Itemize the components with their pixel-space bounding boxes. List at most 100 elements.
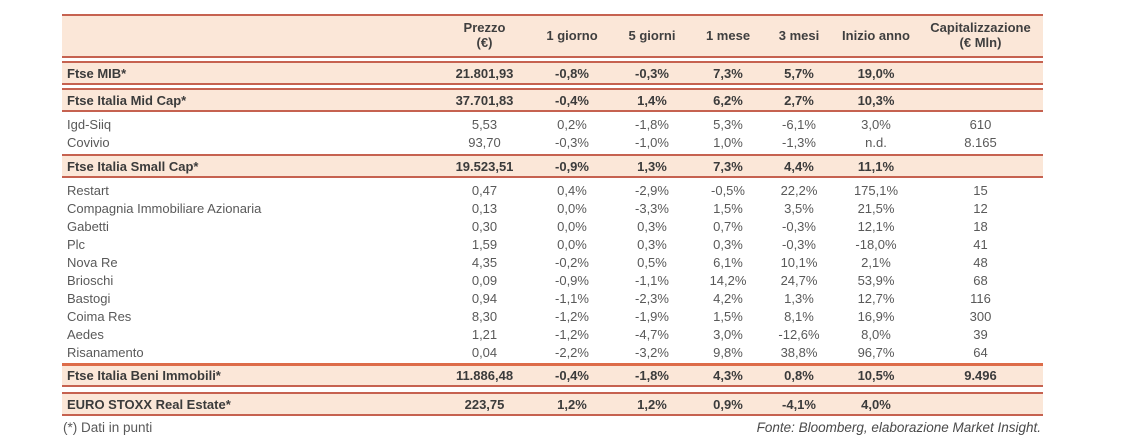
row-value: 1,3% bbox=[637, 158, 667, 174]
row-value: n.d. bbox=[865, 134, 887, 150]
row-value: 0,5% bbox=[637, 254, 667, 270]
row-name: Igd-Siiq bbox=[67, 116, 112, 132]
row-value: 68 bbox=[973, 272, 988, 288]
row-value: 1,3% bbox=[784, 290, 814, 306]
row-value: 4,35 bbox=[471, 254, 498, 270]
row-name: Nova Re bbox=[67, 254, 118, 270]
table-row: Risanamento 0,04 -2,2% -3,2% 9,8% 38,8% 96,7% 6… bbox=[62, 343, 1043, 361]
table-row: Ftse Italia Mid Cap* 37.701,83 -0,4% 1,4% 6,… bbox=[62, 88, 1043, 112]
row-value: 41 bbox=[973, 236, 988, 252]
row-name: Ftse Italia Small Cap* bbox=[67, 158, 199, 174]
row-value: 1,5% bbox=[713, 308, 743, 324]
table-row: Bastogi 0,94 -1,1% -2,3% 4,2% 1,3% 12,7% 116 bbox=[62, 289, 1043, 307]
row-name: Coima Res bbox=[67, 308, 132, 324]
row-value: 14,2% bbox=[709, 272, 747, 288]
row-value: 16,9% bbox=[857, 308, 895, 324]
row-value: -3,2% bbox=[635, 344, 669, 360]
row-value: -0,2% bbox=[555, 254, 589, 270]
row-value: 3,0% bbox=[713, 326, 743, 342]
row-value: 7,3% bbox=[713, 65, 743, 81]
row-value: 38,8% bbox=[780, 344, 818, 360]
table-row: Igd-Siiq 5,53 0,2% -1,8% 5,3% -6,1% 3,0% 610 bbox=[62, 115, 1043, 133]
table-row: Brioschi 0,09 -0,9% -1,1% 14,2% 24,7% 53,9% 68 bbox=[62, 271, 1043, 289]
table-row: Ftse MIB* 21.801,93 -0,8% -0,3% 7,3% 5,7% 19,0… bbox=[62, 61, 1043, 85]
row-value: 53,9% bbox=[857, 272, 895, 288]
row-value: -1,9% bbox=[635, 308, 669, 324]
row-value: 1,2% bbox=[557, 396, 587, 412]
row-value: 0,9% bbox=[713, 396, 743, 412]
column-header: 1 mese bbox=[705, 28, 751, 43]
row-value: 0,3% bbox=[637, 218, 667, 234]
row-value: 0,0% bbox=[557, 200, 587, 216]
row-name: Risanamento bbox=[67, 344, 144, 360]
row-value: -0,3% bbox=[635, 65, 669, 81]
row-value: 3,5% bbox=[784, 200, 814, 216]
row-value: 96,7% bbox=[857, 344, 895, 360]
row-value: 1,5% bbox=[713, 200, 743, 216]
row-value: 4,3% bbox=[713, 368, 743, 383]
row-value: 4,0% bbox=[861, 396, 891, 412]
row-value: 2,7% bbox=[784, 92, 814, 108]
row-value: 11.886,48 bbox=[455, 368, 514, 383]
source-credit: Fonte: Bloomberg, elaborazione Market In… bbox=[756, 420, 1041, 435]
column-header: Capitalizzazione (€ Mln) bbox=[930, 21, 1031, 50]
row-value: 8,1% bbox=[784, 308, 814, 324]
row-value: 15 bbox=[973, 182, 988, 198]
row-value: -1,8% bbox=[635, 368, 669, 383]
row-name: Compagnia Immobiliare Azionaria bbox=[67, 200, 262, 216]
row-value: 10,1% bbox=[780, 254, 818, 270]
row-value: 1,4% bbox=[637, 92, 667, 108]
row-value: 4,2% bbox=[713, 290, 743, 306]
row-value: 2,1% bbox=[861, 254, 891, 270]
row-value: 19.523,51 bbox=[455, 158, 514, 174]
row-value: 18 bbox=[973, 218, 988, 234]
table-body: Ftse MIB* 21.801,93 -0,8% -0,3% 7,3% 5,7% 19,0… bbox=[62, 61, 1043, 416]
row-value: -1,0% bbox=[635, 134, 669, 150]
row-value: -1,2% bbox=[555, 326, 589, 342]
points-footnote: (*) Dati in punti bbox=[63, 420, 153, 435]
row-value: -0,3% bbox=[555, 134, 589, 150]
row-value: -4,1% bbox=[782, 396, 816, 412]
row-value: 0,47 bbox=[471, 182, 498, 198]
row-value: -0,5% bbox=[711, 182, 745, 198]
row-value: 223,75 bbox=[464, 396, 505, 412]
row-value: -4,7% bbox=[635, 326, 669, 342]
table-row: Aedes 1,21 -1,2% -4,7% 3,0% -12,6% 8,0% 39 bbox=[62, 325, 1043, 343]
row-value: -1,2% bbox=[555, 308, 589, 324]
row-value: 93,70 bbox=[468, 134, 501, 150]
row-value: 6,1% bbox=[713, 254, 743, 270]
row-value: -3,3% bbox=[635, 200, 669, 216]
row-value: -1,1% bbox=[555, 290, 589, 306]
row-value: 1,2% bbox=[637, 396, 667, 412]
column-header: 3 mesi bbox=[778, 28, 820, 43]
row-value: 0,8% bbox=[784, 368, 814, 383]
column-header: Prezzo (€) bbox=[463, 21, 506, 50]
row-value: 0,94 bbox=[471, 290, 498, 306]
row-value: 64 bbox=[973, 344, 988, 360]
row-value: 1,0% bbox=[713, 134, 743, 150]
row-value: 12 bbox=[973, 200, 988, 216]
row-value: 0,2% bbox=[557, 116, 587, 132]
row-value: -1,1% bbox=[635, 272, 669, 288]
row-value: 0,3% bbox=[637, 236, 667, 252]
row-value: -0,3% bbox=[782, 236, 816, 252]
row-value: -0,9% bbox=[555, 272, 589, 288]
row-value: 39 bbox=[973, 326, 988, 342]
row-value: -18,0% bbox=[855, 236, 897, 252]
row-value: 3,0% bbox=[861, 116, 891, 132]
column-header: 5 giorni bbox=[628, 28, 676, 43]
row-value: 0,30 bbox=[471, 218, 498, 234]
row-value: 0,4% bbox=[557, 182, 587, 198]
column-header: Inizio anno bbox=[842, 28, 910, 43]
row-value: -2,9% bbox=[635, 182, 669, 198]
table-row: Plc 1,59 0,0% 0,3% 0,3% -0,3% -18,0% 41 bbox=[62, 235, 1043, 253]
row-value: -0,8% bbox=[555, 65, 589, 81]
table-row: Restart 0,47 0,4% -2,9% -0,5% 22,2% 175,1% 15 bbox=[62, 181, 1043, 199]
row-name: Restart bbox=[67, 182, 109, 198]
row-name: Ftse Italia Mid Cap* bbox=[67, 92, 187, 108]
row-name: Aedes bbox=[67, 326, 104, 342]
row-value: 48 bbox=[973, 254, 988, 270]
row-value: 0,0% bbox=[557, 236, 587, 252]
row-value: -1,3% bbox=[782, 134, 816, 150]
